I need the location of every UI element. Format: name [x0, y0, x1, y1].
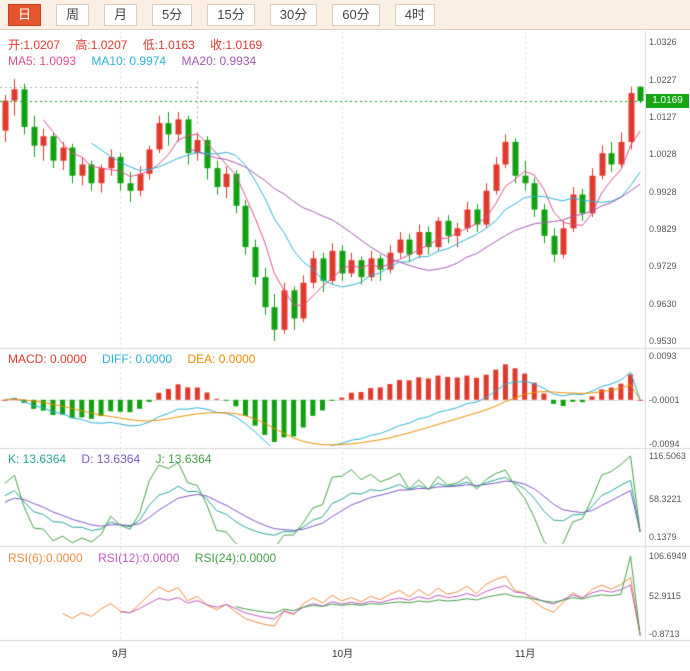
- tab-day[interactable]: 日: [8, 3, 42, 26]
- x-axis-label-nov: 11月: [515, 649, 536, 660]
- diff-value: DIFF: 0.0000: [102, 352, 173, 366]
- kdj-y-tick: 0.1379: [649, 532, 677, 542]
- tab-30min[interactable]: 30分: [269, 3, 318, 26]
- ma5-value: MA5: 1.0093: [8, 54, 77, 68]
- x-axis-label-sep: 9月: [112, 649, 128, 660]
- kdj-y-tick: 58.3221: [649, 494, 682, 504]
- tab-week[interactable]: 周: [56, 3, 90, 26]
- price-y-tick: 0.9829: [649, 224, 677, 234]
- kdj-y-tick: 116.5063: [649, 451, 686, 461]
- ohlc-readout: 开:1.0207 高:1.0207 低:1.0163 收:1.0169: [8, 36, 274, 53]
- open-value: 开:1.0207: [8, 38, 61, 52]
- d-value: D: 13.6364: [81, 452, 141, 466]
- rsi-y-tick: 52.9115: [649, 591, 681, 601]
- rsi6-value: RSI(6):0.0000: [8, 551, 83, 565]
- k-value: K: 13.6364: [8, 452, 67, 466]
- period-toolbar: 日 周 月 5分 15分 30分 60分 4时: [0, 0, 690, 30]
- rsi-y-tick: -0.8713: [649, 629, 680, 639]
- tab-60min[interactable]: 60分: [332, 3, 380, 26]
- macd-y-tick: 0.0093: [649, 351, 677, 361]
- kdj-readout: K: 13.6364 D: 13.6364 J: 13.6364: [8, 452, 224, 466]
- dea-value: DEA: 0.0000: [187, 352, 256, 366]
- price-y-tick: 1.0028: [649, 149, 677, 159]
- rsi-y-tick: 106.6949: [649, 551, 687, 561]
- price-y-tick: 1.0227: [649, 75, 677, 85]
- macd-value: MACD: 0.0000: [8, 352, 87, 366]
- ma10-value: MA10: 0.9974: [91, 54, 167, 68]
- price-y-tick: 0.9630: [649, 299, 677, 309]
- x-axis-label-oct: 10月: [332, 649, 354, 660]
- rsi-readout: RSI(6):0.0000 RSI(12):0.0000 RSI(24):0.0…: [8, 551, 288, 565]
- tab-month[interactable]: 月: [104, 3, 138, 26]
- ma20-value: MA20: 0.9934: [181, 54, 257, 68]
- high-value: 高:1.0207: [75, 38, 128, 52]
- close-value: 收:1.0169: [210, 38, 263, 52]
- current-price-tag: 1.0169: [646, 94, 689, 108]
- tab-15min[interactable]: 15分: [207, 3, 255, 26]
- tab-4hour[interactable]: 4时: [394, 3, 435, 26]
- price-y-tick: 0.9530: [649, 336, 677, 346]
- macd-readout: MACD: 0.0000 DIFF: 0.0000 DEA: 0.0000: [8, 352, 267, 366]
- macd-y-tick: -0.0094: [649, 439, 680, 449]
- rsi24-value: RSI(24):0.0000: [194, 551, 277, 565]
- low-value: 低:1.0163: [142, 38, 195, 52]
- ma-readout: MA5: 1.0093 MA10: 0.9974 MA20: 0.9934: [8, 54, 268, 68]
- price-y-tick: 1.0127: [649, 112, 677, 122]
- rsi12-value: RSI(12):0.0000: [98, 551, 180, 565]
- price-y-tick: 0.9928: [649, 187, 677, 197]
- price-y-tick: 1.0326: [649, 37, 677, 47]
- macd-y-tick: -0.0001: [649, 395, 680, 405]
- j-value: J: 13.6364: [155, 452, 212, 466]
- price-y-tick: 0.9729: [649, 261, 677, 271]
- tab-5min[interactable]: 5分: [152, 3, 193, 26]
